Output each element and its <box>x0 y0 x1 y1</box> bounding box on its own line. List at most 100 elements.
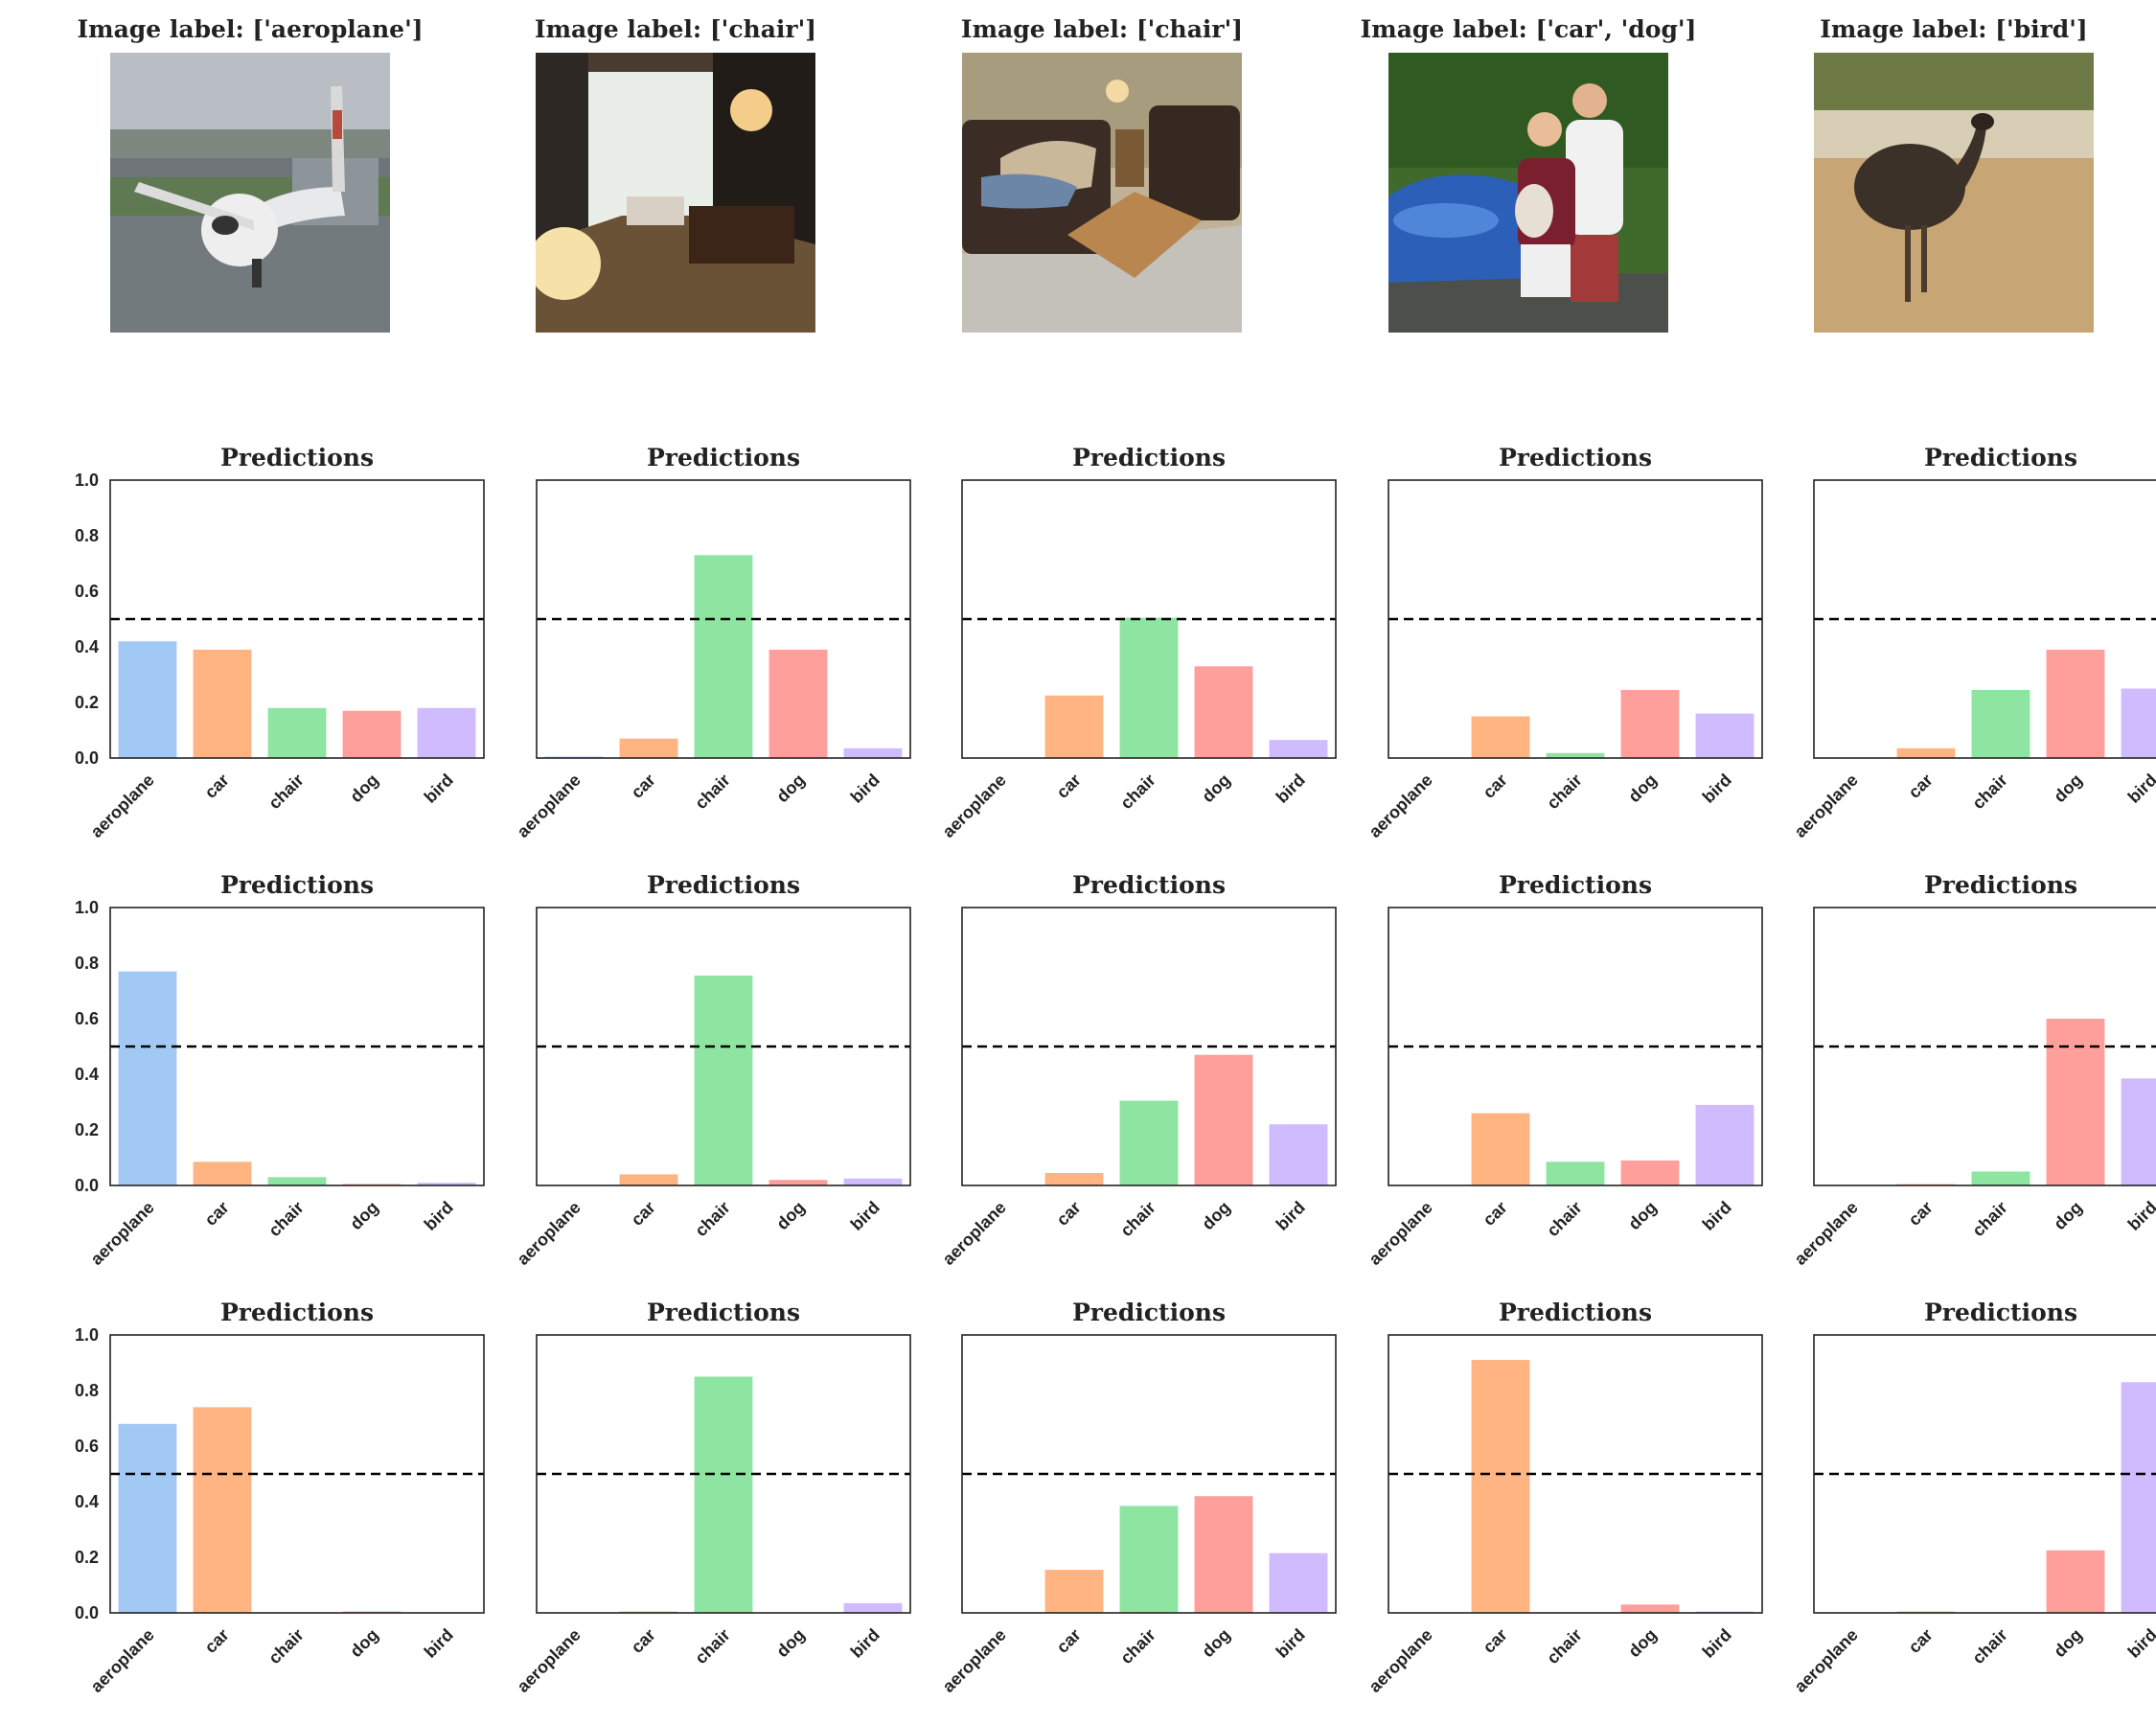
x-tick-label: dog <box>1198 1625 1233 1661</box>
sample-photo-sofa-room <box>962 53 1242 333</box>
bar-dog <box>342 710 401 758</box>
x-tick-label: dog <box>346 770 381 806</box>
chart-title: Predictions <box>219 871 375 899</box>
bar-dog <box>1620 1160 1680 1185</box>
x-tick-label: car <box>201 770 233 802</box>
bar-car <box>1896 748 1956 758</box>
x-tick-label: car <box>628 1198 659 1230</box>
x-tick-label: car <box>1053 1625 1085 1657</box>
x-tick-label: bird <box>847 770 883 807</box>
x-tick-label: car <box>201 1198 233 1230</box>
y-tick-label: 1.0 <box>75 1325 99 1345</box>
chart-title: Predictions <box>1498 871 1653 899</box>
chart-title: Predictions <box>1498 444 1653 472</box>
sample-photo-people-car-dog <box>1388 53 1668 333</box>
prediction-chart: aeroplane car chair dog bird 0.0 0.2 0.4 0.6 0.8 1… <box>75 898 485 1269</box>
image-title: Image label: ['chair'] <box>534 15 817 43</box>
y-tick-label: 0.6 <box>75 582 99 601</box>
prediction-chart: aeroplane car chair dog bird <box>514 1334 911 1696</box>
x-tick-label: aeroplane <box>939 1198 1010 1269</box>
bar-chair <box>1546 1162 1605 1185</box>
bar-car <box>1471 1113 1530 1185</box>
y-tick-label: 0.8 <box>75 526 99 545</box>
prediction-chart: aeroplane car chair dog bird <box>939 1334 1337 1696</box>
x-tick-label: car <box>1053 1198 1085 1230</box>
image-title: Image label: ['aeroplane'] <box>77 15 424 43</box>
x-tick-label: bird <box>1273 1625 1309 1662</box>
chart-title: Predictions <box>646 871 801 899</box>
bar-car <box>1044 1570 1104 1613</box>
x-tick-label: aeroplane <box>1791 770 1862 841</box>
x-tick-label: car <box>1479 1625 1511 1657</box>
bar-aeroplane <box>118 1423 177 1613</box>
bar-car <box>193 649 252 758</box>
x-tick-label: dog <box>772 1198 808 1233</box>
y-tick-label: 1.0 <box>75 471 99 490</box>
image-title: Image label: ['bird'] <box>1820 15 2088 43</box>
plot-frame <box>536 907 911 1186</box>
bar-chair <box>1119 1100 1179 1185</box>
y-tick-label: 0.0 <box>75 1603 99 1622</box>
chart-title: Predictions <box>1923 444 2078 472</box>
x-tick-label: bird <box>1699 770 1735 807</box>
bar-aeroplane <box>118 971 177 1185</box>
y-tick-label: 0.8 <box>75 954 99 973</box>
chart-title: Predictions <box>1071 444 1227 472</box>
x-tick-label: chair <box>691 770 734 814</box>
image-title: Image label: ['car', 'dog'] <box>1360 15 1697 43</box>
x-tick-label: dog <box>2050 1625 2085 1661</box>
prediction-chart: aeroplane car chair dog bird <box>514 479 911 841</box>
y-tick-label: 1.0 <box>75 898 99 917</box>
x-tick-label: dog <box>772 770 808 806</box>
bar-car <box>619 1174 678 1185</box>
bar-bird <box>2121 1078 2156 1185</box>
bar-chair <box>694 1376 753 1613</box>
x-tick-label: chair <box>264 770 308 814</box>
plot-frame <box>109 907 485 1186</box>
image-title: Image label: ['chair'] <box>960 15 1244 43</box>
x-tick-label: chair <box>1968 1625 2011 1668</box>
plot-frame <box>1813 479 2156 759</box>
chart-title: Predictions <box>1923 871 2078 899</box>
bar-chair <box>694 555 753 758</box>
y-tick-label: 0.6 <box>75 1437 99 1456</box>
bar-dog <box>2046 649 2105 758</box>
plot-frame <box>961 479 1337 759</box>
plot-frame <box>1388 1334 1763 1614</box>
x-tick-label: bird <box>421 770 457 807</box>
y-tick-label: 0.2 <box>75 693 99 712</box>
bar-chair <box>1971 1171 2030 1185</box>
y-tick-label: 0.6 <box>75 1009 99 1028</box>
plot-frame <box>536 479 911 759</box>
x-tick-label: chair <box>691 1198 734 1241</box>
prediction-chart: aeroplane car chair dog bird <box>939 479 1337 841</box>
x-tick-label: chair <box>1968 1198 2011 1241</box>
sample-photo-emu <box>1814 53 2094 333</box>
x-tick-label: car <box>1479 1198 1511 1230</box>
y-tick-label: 0.2 <box>75 1120 99 1139</box>
x-tick-label: bird <box>421 1198 457 1234</box>
bar-dog <box>1620 689 1680 758</box>
chart-title: Predictions <box>646 444 801 472</box>
x-tick-label: chair <box>264 1625 308 1668</box>
x-tick-label: dog <box>346 1625 381 1661</box>
sample-photo-aeroplane <box>110 53 390 333</box>
prediction-chart: aeroplane car chair dog bird <box>1791 479 2156 841</box>
x-tick-label: aeroplane <box>1365 1625 1436 1696</box>
x-tick-label: bird <box>2124 1198 2156 1234</box>
bar-dog <box>1194 1496 1253 1613</box>
x-tick-label: car <box>201 1625 233 1657</box>
chart-title: Predictions <box>219 1299 375 1326</box>
plot-frame <box>109 479 485 759</box>
bar-car <box>1471 1360 1530 1613</box>
x-tick-label: dog <box>2050 1198 2085 1233</box>
x-tick-label: car <box>1905 1625 1937 1657</box>
bar-bird <box>417 707 476 758</box>
x-tick-label: chair <box>1116 770 1159 814</box>
x-tick-label: car <box>1053 770 1085 802</box>
x-tick-label: bird <box>847 1625 883 1662</box>
bar-aeroplane <box>118 641 177 758</box>
x-tick-label: car <box>628 770 659 802</box>
x-tick-label: chair <box>1116 1625 1159 1668</box>
plot-frame <box>961 1334 1337 1614</box>
